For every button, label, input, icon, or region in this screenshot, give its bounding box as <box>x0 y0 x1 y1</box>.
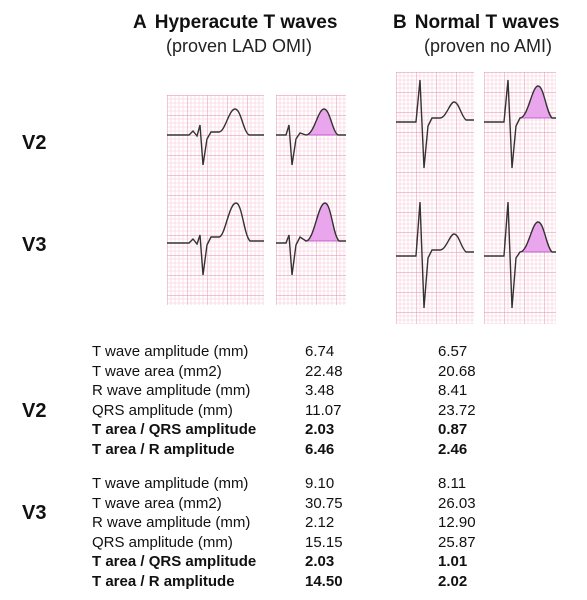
ecg-trace-b-raw <box>396 72 474 324</box>
table-value-a: 6.74 <box>305 343 335 360</box>
lead-label-v3: V3 <box>22 234 47 256</box>
table-value-b: 25.87 <box>438 533 476 551</box>
table-lead-v3: V3 <box>22 502 47 524</box>
panel-a-subtitle: (proven LAD OMI) <box>165 36 313 56</box>
panel-b-title: B Normal T waves <box>393 12 559 34</box>
panel-b-title-text: Normal T waves <box>414 12 560 33</box>
table-lead-v2: V2 <box>22 400 47 422</box>
table-row-label: QRS amplitude (mm) <box>92 401 233 419</box>
table-value-b: 0.87 <box>438 421 468 438</box>
table-value-a: 9.10 <box>305 475 335 492</box>
table-value-a: 15.15 <box>305 533 343 551</box>
table-value-b: 6.57 <box>438 343 468 360</box>
table-value-a: 2.03 <box>305 421 335 438</box>
ecg-trace-b-shaded <box>484 72 556 324</box>
table-value-a: 30.75 <box>305 494 343 512</box>
table-value-b: 2.02 <box>438 572 468 590</box>
ecg-trace-a-raw <box>167 95 264 305</box>
table-value-a: 14.50 <box>305 572 343 590</box>
ecg-strip-a-raw <box>167 95 264 305</box>
table-row-label: T wave area (mm2) <box>92 494 222 512</box>
panel-b-letter: B <box>393 12 407 33</box>
table-row-label: T wave amplitude (mm) <box>92 475 249 492</box>
table-value-b: 26.03 <box>438 494 476 512</box>
table-value-b: 2.46 <box>438 440 468 458</box>
ecg-trace-a-shaded <box>276 95 346 305</box>
table-value-a: 11.07 <box>305 401 342 419</box>
table-value-b: 8.11 <box>438 475 467 492</box>
table-value-a: 2.12 <box>305 514 335 531</box>
table-value-a: 2.03 <box>305 553 335 570</box>
lead-label-v2: V2 <box>22 132 47 154</box>
table-value-b: 12.90 <box>438 514 476 531</box>
panel-a-title-text: Hyperacute T waves <box>154 12 338 33</box>
table-row-label: T area / QRS amplitude <box>92 553 257 570</box>
panel-a-letter: A <box>133 12 147 33</box>
table-value-a: 6.46 <box>305 440 335 458</box>
table-row-label: R wave amplitude (mm) <box>92 382 251 399</box>
table-value-a: 22.48 <box>305 362 343 380</box>
table-row-label: T wave amplitude (mm) <box>92 343 249 360</box>
table-value-b: 20.68 <box>438 362 476 380</box>
table-value-b: 23.72 <box>438 401 476 419</box>
table-value-b: 8.41 <box>438 382 468 399</box>
ecg-strip-a-shaded <box>276 95 346 305</box>
panel-a-title: A Hyperacute T waves <box>133 12 337 34</box>
panel-b-subtitle: (proven no AMI) <box>423 36 553 56</box>
table-row-label: R wave amplitude (mm) <box>92 514 251 531</box>
table-row-label: T area / R amplitude <box>92 572 235 590</box>
ecg-strip-b-shaded <box>484 72 556 324</box>
ecg-strip-b-raw <box>396 72 474 324</box>
table-row-label: T area / R amplitude <box>92 440 235 458</box>
table-value-b: 1.01 <box>438 553 468 570</box>
table-value-a: 3.48 <box>305 382 335 399</box>
table-row-label: QRS amplitude (mm) <box>92 533 233 551</box>
table-row-label: T area / QRS amplitude <box>92 421 257 438</box>
table-row-label: T wave area (mm2) <box>92 362 222 380</box>
